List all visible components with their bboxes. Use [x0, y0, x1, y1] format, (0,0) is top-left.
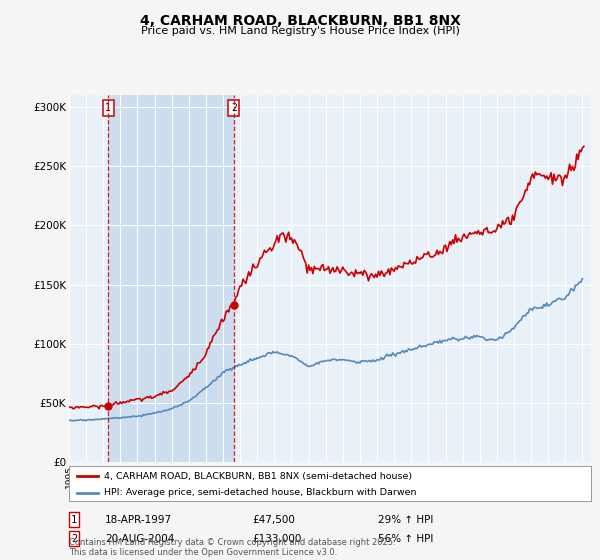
- Text: 20-AUG-2004: 20-AUG-2004: [105, 534, 175, 544]
- Text: 56% ↑ HPI: 56% ↑ HPI: [378, 534, 433, 544]
- Text: HPI: Average price, semi-detached house, Blackburn with Darwen: HPI: Average price, semi-detached house,…: [104, 488, 417, 497]
- Text: 4, CARHAM ROAD, BLACKBURN, BB1 8NX (semi-detached house): 4, CARHAM ROAD, BLACKBURN, BB1 8NX (semi…: [104, 472, 413, 480]
- Text: 4, CARHAM ROAD, BLACKBURN, BB1 8NX: 4, CARHAM ROAD, BLACKBURN, BB1 8NX: [140, 14, 460, 28]
- Text: Price paid vs. HM Land Registry's House Price Index (HPI): Price paid vs. HM Land Registry's House …: [140, 26, 460, 36]
- Text: £133,000: £133,000: [252, 534, 301, 544]
- Text: 29% ↑ HPI: 29% ↑ HPI: [378, 515, 433, 525]
- Text: £47,500: £47,500: [252, 515, 295, 525]
- Text: 18-APR-1997: 18-APR-1997: [105, 515, 172, 525]
- Text: 2: 2: [71, 534, 77, 544]
- Text: 1: 1: [105, 103, 111, 113]
- Text: 2: 2: [231, 103, 237, 113]
- Text: 1: 1: [71, 515, 77, 525]
- Text: Contains HM Land Registry data © Crown copyright and database right 2025.
This d: Contains HM Land Registry data © Crown c…: [69, 538, 395, 557]
- Bar: [108, 95, 234, 462]
